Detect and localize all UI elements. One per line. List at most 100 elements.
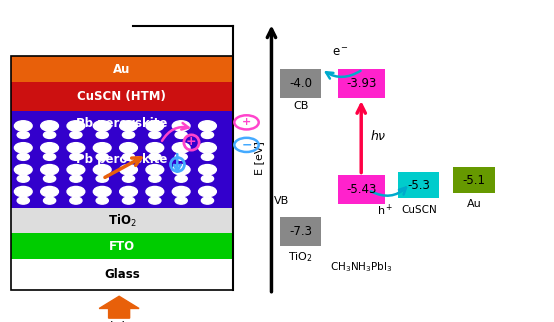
Circle shape: [43, 153, 55, 160]
Text: +: +: [186, 135, 197, 147]
Circle shape: [172, 143, 190, 153]
Circle shape: [96, 153, 109, 160]
Circle shape: [199, 143, 217, 153]
Circle shape: [43, 197, 55, 204]
Circle shape: [96, 197, 109, 204]
FancyBboxPatch shape: [11, 111, 233, 208]
FancyBboxPatch shape: [398, 172, 439, 198]
Text: Light: Light: [104, 321, 135, 322]
Text: -3.93: -3.93: [346, 77, 377, 90]
Circle shape: [17, 175, 29, 182]
Circle shape: [148, 197, 161, 204]
Circle shape: [93, 121, 111, 131]
Circle shape: [70, 197, 82, 204]
Circle shape: [175, 175, 187, 182]
Circle shape: [96, 131, 109, 138]
FancyBboxPatch shape: [453, 167, 495, 193]
Circle shape: [67, 186, 85, 197]
FancyBboxPatch shape: [338, 175, 385, 204]
Circle shape: [120, 165, 137, 175]
Text: Au: Au: [467, 198, 481, 209]
Circle shape: [67, 143, 85, 153]
FancyBboxPatch shape: [11, 56, 233, 82]
Circle shape: [146, 121, 164, 131]
Text: Au: Au: [113, 63, 131, 76]
Circle shape: [199, 186, 217, 197]
Text: e$^-$: e$^-$: [332, 46, 349, 59]
FancyBboxPatch shape: [11, 82, 233, 111]
Circle shape: [41, 165, 59, 175]
Text: CB: CB: [293, 100, 309, 111]
Circle shape: [93, 143, 111, 153]
Text: $h\nu$: $h\nu$: [370, 129, 387, 143]
Text: Pb perovskite: Pb perovskite: [76, 118, 167, 130]
Circle shape: [148, 131, 161, 138]
Text: −: −: [172, 157, 183, 171]
Circle shape: [70, 131, 82, 138]
FancyBboxPatch shape: [11, 233, 233, 259]
Circle shape: [17, 197, 29, 204]
Circle shape: [148, 153, 161, 160]
Circle shape: [148, 175, 161, 182]
Circle shape: [96, 175, 109, 182]
Text: TiO$_2$: TiO$_2$: [289, 251, 313, 264]
Circle shape: [70, 153, 82, 160]
Text: TiO$_2$: TiO$_2$: [107, 213, 136, 229]
Circle shape: [93, 186, 111, 197]
Circle shape: [43, 131, 55, 138]
Text: -5.43: -5.43: [346, 184, 377, 196]
Circle shape: [14, 165, 32, 175]
Text: -5.3: -5.3: [407, 179, 430, 192]
Circle shape: [146, 165, 164, 175]
Circle shape: [202, 131, 214, 138]
Circle shape: [122, 131, 135, 138]
Circle shape: [41, 186, 59, 197]
Text: -5.1: -5.1: [463, 174, 485, 187]
FancyBboxPatch shape: [280, 69, 321, 98]
FancyBboxPatch shape: [280, 217, 321, 246]
Circle shape: [175, 197, 187, 204]
Circle shape: [93, 165, 111, 175]
Circle shape: [202, 153, 214, 160]
Circle shape: [43, 175, 55, 182]
Text: Pb perovskite: Pb perovskite: [76, 153, 167, 166]
FancyBboxPatch shape: [11, 208, 233, 233]
Circle shape: [14, 186, 32, 197]
Circle shape: [175, 131, 187, 138]
Text: −: −: [242, 138, 252, 151]
Circle shape: [120, 186, 137, 197]
Circle shape: [199, 121, 217, 131]
Text: VB: VB: [274, 196, 289, 206]
FancyBboxPatch shape: [11, 259, 233, 290]
Circle shape: [17, 153, 29, 160]
Circle shape: [120, 143, 137, 153]
Text: E [eV]: E [eV]: [254, 141, 264, 175]
Circle shape: [41, 121, 59, 131]
Circle shape: [175, 153, 187, 160]
Circle shape: [146, 186, 164, 197]
Circle shape: [202, 175, 214, 182]
Circle shape: [146, 143, 164, 153]
Circle shape: [172, 186, 190, 197]
Text: +: +: [242, 117, 251, 128]
Text: FTO: FTO: [109, 240, 135, 253]
Text: CuSCN: CuSCN: [401, 205, 437, 215]
Text: CH$_3$NH$_3$PbI$_3$: CH$_3$NH$_3$PbI$_3$: [330, 260, 392, 274]
FancyArrow shape: [99, 296, 139, 318]
Circle shape: [122, 153, 135, 160]
Circle shape: [17, 131, 29, 138]
Text: h$^+$: h$^+$: [377, 202, 393, 218]
Circle shape: [122, 175, 135, 182]
Circle shape: [67, 121, 85, 131]
Circle shape: [199, 165, 217, 175]
FancyBboxPatch shape: [338, 69, 385, 98]
Circle shape: [41, 143, 59, 153]
Circle shape: [202, 197, 214, 204]
Text: -7.3: -7.3: [289, 225, 312, 238]
Circle shape: [67, 165, 85, 175]
Circle shape: [172, 165, 190, 175]
Text: Glass: Glass: [104, 268, 140, 281]
Circle shape: [70, 175, 82, 182]
Circle shape: [14, 143, 32, 153]
Circle shape: [14, 121, 32, 131]
